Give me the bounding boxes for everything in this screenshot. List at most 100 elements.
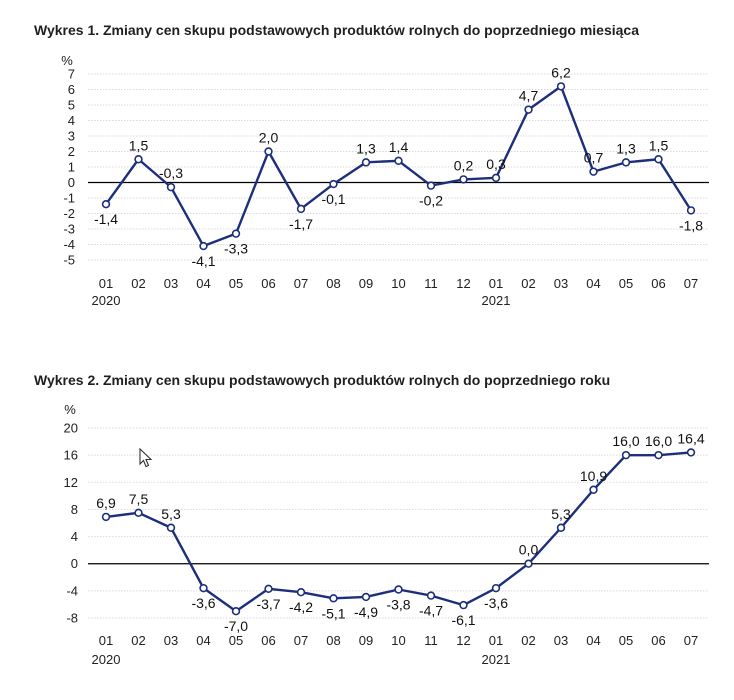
data-point [264, 584, 273, 594]
x-tick-label: 02 [521, 633, 535, 648]
x-tick-label: 03 [554, 276, 568, 291]
x-tick-label: 06 [651, 276, 665, 291]
x-tick-label: 09 [359, 276, 373, 291]
data-point [556, 82, 566, 91]
x-tick-label: 05 [229, 633, 243, 648]
x-tick-label: 05 [229, 276, 243, 291]
y-tick-label: 5 [68, 98, 75, 113]
data-point [231, 229, 241, 238]
data-label: 1,3 [356, 140, 376, 156]
x-tick-label: 02 [131, 276, 145, 291]
x-tick-label: 08 [326, 633, 340, 648]
data-point [459, 175, 468, 184]
x-tick-label: 07 [294, 633, 308, 648]
x-tick-label: 06 [651, 633, 665, 648]
x-tick-label: 03 [164, 633, 178, 648]
data-point [296, 204, 306, 214]
data-label: -4,9 [354, 604, 378, 620]
y-tick-label: 4 [68, 113, 75, 128]
data-label: 1,4 [389, 139, 409, 155]
data-point [199, 583, 208, 593]
x-tick-label: 04 [586, 276, 600, 291]
x-tick-label: 10 [391, 276, 405, 291]
x-tick-label: 02 [131, 633, 145, 648]
data-label: 6,2 [551, 64, 571, 80]
x-tick-label: 09 [359, 633, 373, 648]
y-tick-label: 7 [68, 67, 75, 82]
data-point [329, 594, 338, 603]
data-point [426, 181, 436, 190]
data-point [231, 607, 241, 616]
data-label: 5,3 [551, 506, 571, 522]
x-tick-label: 05 [619, 633, 633, 648]
data-label: 0,7 [584, 150, 604, 166]
data-point [394, 585, 403, 594]
data-label: -0,2 [419, 193, 443, 209]
data-label: -3,7 [256, 596, 280, 612]
data-label: -1,4 [94, 211, 118, 227]
y-axis-unit: % [64, 402, 76, 417]
data-label: 16,4 [677, 430, 704, 446]
x-tick-label: 12 [456, 276, 470, 291]
x-tick-label: 07 [684, 633, 698, 648]
y-tick-label: 1 [68, 160, 75, 175]
y-tick-label: 20 [64, 421, 78, 436]
y-tick-label: 8 [71, 502, 78, 517]
data-point [101, 200, 111, 209]
data-label: 5,3 [161, 506, 181, 522]
data-label: -1,8 [679, 217, 703, 233]
data-label: -4,2 [289, 599, 313, 615]
data-label: 1,3 [616, 140, 636, 156]
x-tick-label: 04 [196, 633, 210, 648]
data-label: 10,9 [580, 468, 607, 484]
data-label: 0,3 [486, 156, 506, 172]
x-tick-label: 05 [619, 276, 633, 291]
data-label: -3,3 [224, 241, 248, 257]
data-point [101, 512, 111, 522]
data-point [621, 450, 631, 460]
x-tick-label: 11 [424, 276, 438, 291]
data-point [524, 105, 533, 114]
y-tick-label: -4 [63, 237, 75, 252]
x-tick-label: 01 [99, 276, 113, 291]
x-tick-label: 03 [554, 633, 568, 648]
x-tick-label: 07 [294, 276, 308, 291]
x-tick-label: 12 [456, 633, 470, 648]
x-tick-label: 02 [521, 276, 535, 291]
x-tick-label: 10 [391, 633, 405, 648]
data-label: -5,1 [321, 605, 345, 621]
data-label: 2,0 [259, 130, 279, 146]
data-label: 16,0 [612, 433, 639, 449]
data-point [589, 167, 598, 176]
y-tick-label: 6 [68, 82, 75, 97]
data-point [361, 158, 371, 167]
data-label: -3,8 [386, 597, 410, 613]
data-point [686, 448, 696, 457]
y-tick-label: 4 [71, 529, 78, 544]
data-label: 7,5 [129, 491, 149, 507]
x-tick-label: 08 [326, 276, 340, 291]
y-tick-label: -5 [63, 253, 75, 268]
data-point [686, 206, 696, 215]
data-label: 4,7 [519, 88, 539, 104]
data-point [361, 592, 371, 602]
data-point [166, 523, 176, 532]
data-point [459, 600, 468, 610]
x-tick-label: 06 [261, 633, 275, 648]
x-tick-label: 01 [489, 276, 503, 291]
data-label: 1,5 [649, 137, 669, 153]
data-label: -6,1 [451, 612, 475, 628]
data-point [491, 583, 501, 593]
data-point [491, 173, 501, 183]
data-label: -3,6 [191, 595, 215, 611]
data-point [426, 591, 436, 600]
y-tick-label: -8 [66, 611, 78, 626]
data-point [166, 182, 176, 192]
year-label: 2021 [482, 652, 511, 667]
y-tick-label: 2 [68, 144, 75, 159]
y-tick-label: 3 [68, 129, 75, 144]
year-label: 2020 [92, 652, 121, 667]
data-point [589, 485, 598, 494]
